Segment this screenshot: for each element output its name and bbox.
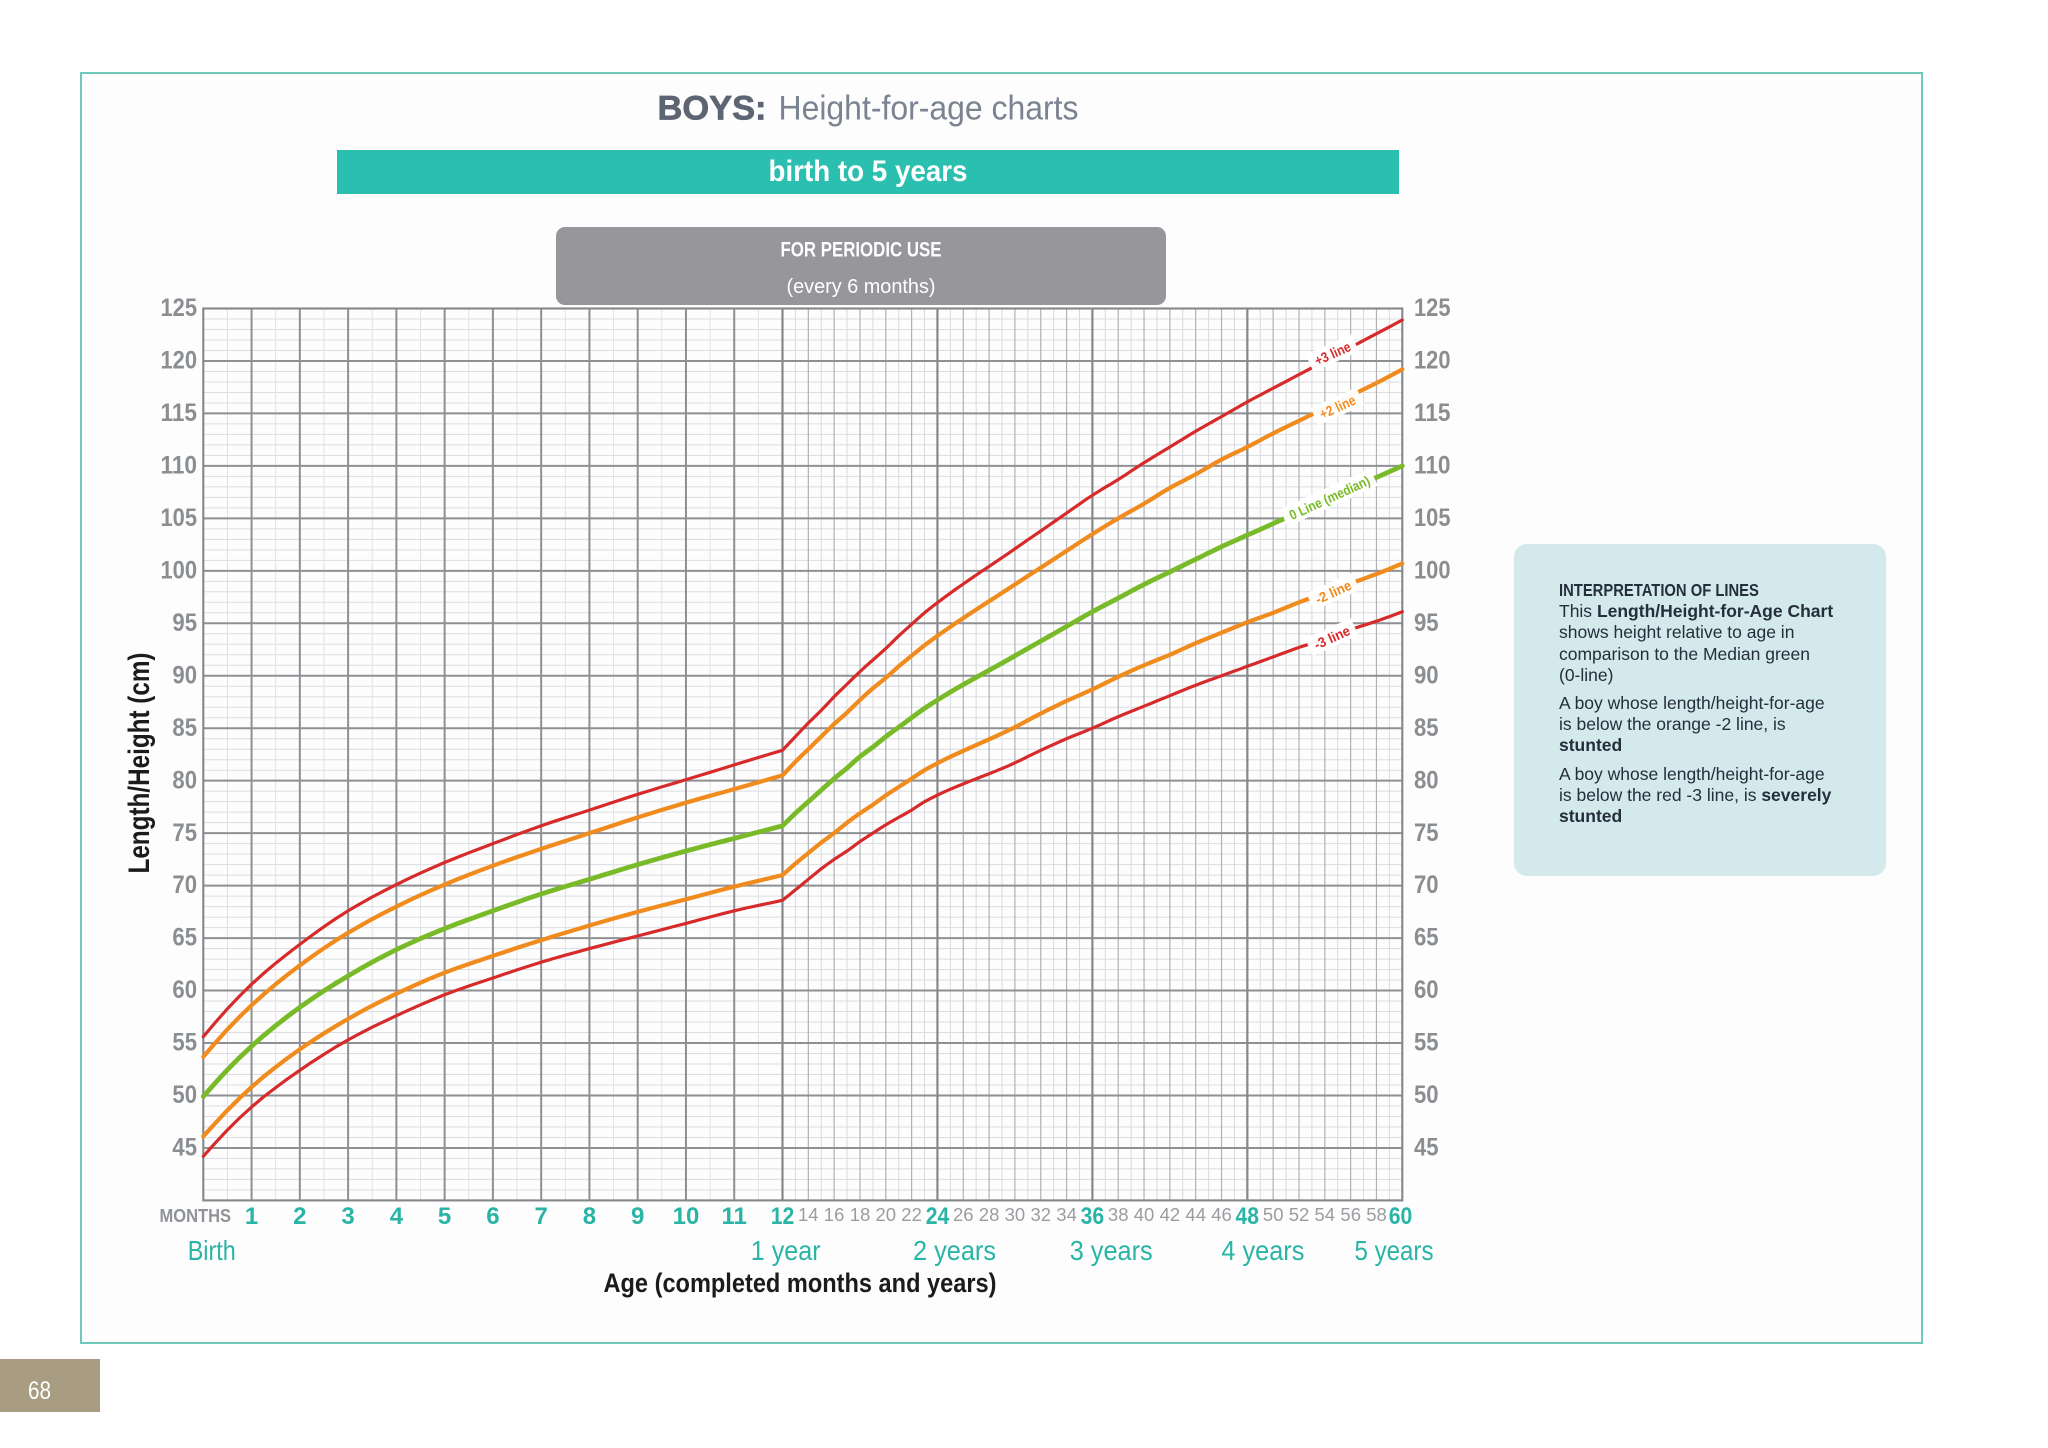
svg-text:50: 50 bbox=[1263, 1204, 1284, 1225]
svg-text:Age (completed months and year: Age (completed months and years) bbox=[604, 1268, 997, 1298]
svg-text:18: 18 bbox=[850, 1204, 871, 1225]
svg-text:38: 38 bbox=[1108, 1204, 1129, 1225]
svg-text:1: 1 bbox=[245, 1203, 258, 1230]
svg-text:7: 7 bbox=[535, 1203, 548, 1230]
svg-text:26: 26 bbox=[953, 1204, 974, 1225]
svg-text:50: 50 bbox=[172, 1081, 197, 1109]
svg-text:Birth: Birth bbox=[188, 1235, 236, 1266]
svg-text:8: 8 bbox=[583, 1203, 596, 1230]
svg-text:10: 10 bbox=[673, 1203, 700, 1230]
svg-text:60: 60 bbox=[1414, 976, 1439, 1004]
svg-text:BOYS:: BOYS: bbox=[658, 90, 767, 128]
svg-text:120: 120 bbox=[1414, 347, 1451, 375]
svg-text:5 years: 5 years bbox=[1355, 1235, 1434, 1266]
svg-text:24: 24 bbox=[926, 1203, 950, 1230]
svg-text:90: 90 bbox=[172, 661, 197, 689]
svg-text:70: 70 bbox=[1414, 871, 1439, 899]
svg-text:Length/Height (cm): Length/Height (cm) bbox=[123, 653, 156, 874]
svg-text:12: 12 bbox=[771, 1203, 795, 1230]
svg-text:44: 44 bbox=[1185, 1204, 1206, 1225]
svg-text:16: 16 bbox=[824, 1204, 845, 1225]
svg-text:120: 120 bbox=[161, 347, 198, 375]
svg-text:3: 3 bbox=[341, 1203, 354, 1230]
svg-text:65: 65 bbox=[172, 924, 197, 952]
svg-text:115: 115 bbox=[1414, 399, 1451, 427]
svg-text:60: 60 bbox=[172, 976, 197, 1004]
svg-text:4 years: 4 years bbox=[1221, 1235, 1304, 1266]
svg-text:9: 9 bbox=[631, 1203, 644, 1230]
svg-text:80: 80 bbox=[172, 766, 197, 794]
svg-text:MONTHS: MONTHS bbox=[160, 1206, 232, 1226]
svg-text:(every 6 months): (every 6 months) bbox=[787, 276, 936, 298]
svg-text:22: 22 bbox=[901, 1204, 922, 1225]
svg-text:75: 75 bbox=[172, 819, 197, 847]
svg-text:55: 55 bbox=[172, 1029, 197, 1057]
svg-text:FOR PERIODIC USE: FOR PERIODIC USE bbox=[781, 239, 942, 262]
svg-text:5: 5 bbox=[438, 1203, 451, 1230]
svg-text:65: 65 bbox=[1414, 924, 1439, 952]
svg-text:80: 80 bbox=[1414, 766, 1439, 794]
svg-text:48: 48 bbox=[1236, 1203, 1260, 1230]
svg-text:75: 75 bbox=[1414, 819, 1439, 847]
svg-text:50: 50 bbox=[1414, 1081, 1439, 1109]
svg-text:95: 95 bbox=[172, 609, 197, 637]
svg-text:68: 68 bbox=[28, 1377, 51, 1405]
svg-text:100: 100 bbox=[1414, 556, 1451, 584]
svg-text:105: 105 bbox=[161, 504, 198, 532]
svg-text:54: 54 bbox=[1315, 1204, 1336, 1225]
svg-text:28: 28 bbox=[979, 1204, 1000, 1225]
svg-text:34: 34 bbox=[1056, 1204, 1077, 1225]
svg-text:20: 20 bbox=[876, 1204, 897, 1225]
svg-text:3 years: 3 years bbox=[1070, 1235, 1153, 1266]
svg-text:14: 14 bbox=[798, 1204, 819, 1225]
svg-text:birth to 5 years: birth to 5 years bbox=[769, 155, 968, 188]
svg-text:60: 60 bbox=[1389, 1203, 1413, 1230]
svg-text:4: 4 bbox=[390, 1203, 404, 1230]
svg-text:58: 58 bbox=[1366, 1204, 1387, 1225]
svg-text:40: 40 bbox=[1134, 1204, 1155, 1225]
svg-text:85: 85 bbox=[1414, 714, 1439, 742]
svg-text:100: 100 bbox=[161, 556, 198, 584]
svg-text:70: 70 bbox=[172, 871, 197, 899]
svg-text:55: 55 bbox=[1414, 1029, 1439, 1057]
svg-text:32: 32 bbox=[1031, 1204, 1052, 1225]
svg-text:2 years: 2 years bbox=[913, 1235, 996, 1266]
svg-text:115: 115 bbox=[161, 399, 198, 427]
svg-text:52: 52 bbox=[1289, 1204, 1310, 1225]
svg-text:85: 85 bbox=[172, 714, 197, 742]
svg-text:42: 42 bbox=[1160, 1204, 1181, 1225]
svg-text:105: 105 bbox=[1414, 504, 1451, 532]
svg-text:95: 95 bbox=[1414, 609, 1439, 637]
svg-text:30: 30 bbox=[1005, 1204, 1026, 1225]
svg-text:Height-for-age charts: Height-for-age charts bbox=[779, 90, 1079, 128]
svg-text:36: 36 bbox=[1081, 1203, 1105, 1230]
svg-text:46: 46 bbox=[1211, 1204, 1232, 1225]
svg-text:11: 11 bbox=[722, 1203, 747, 1230]
svg-text:125: 125 bbox=[161, 294, 198, 322]
svg-text:2: 2 bbox=[293, 1203, 306, 1230]
svg-text:56: 56 bbox=[1340, 1204, 1361, 1225]
svg-text:45: 45 bbox=[172, 1134, 197, 1162]
svg-text:45: 45 bbox=[1414, 1134, 1439, 1162]
svg-text:110: 110 bbox=[1414, 452, 1451, 480]
svg-text:110: 110 bbox=[161, 452, 198, 480]
svg-text:6: 6 bbox=[486, 1203, 499, 1230]
svg-text:125: 125 bbox=[1414, 294, 1451, 322]
svg-text:1 year: 1 year bbox=[751, 1235, 821, 1266]
svg-text:90: 90 bbox=[1414, 661, 1439, 689]
